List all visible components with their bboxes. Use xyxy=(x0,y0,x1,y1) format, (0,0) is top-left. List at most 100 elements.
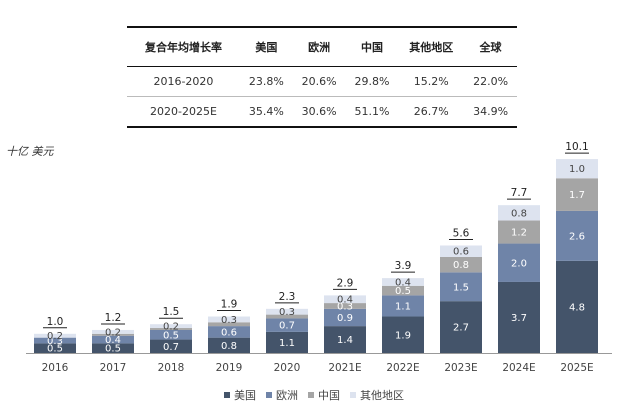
segment-label: 0.5 xyxy=(395,286,411,297)
cagr-cell: 34.9% xyxy=(464,96,517,128)
total-label: 7.7 xyxy=(511,187,528,199)
legend-swatch-us xyxy=(224,392,230,398)
segment-label: 2.7 xyxy=(453,323,469,334)
bar-segment xyxy=(150,324,192,329)
segment-label: 0.4 xyxy=(105,335,121,346)
total-label: 1.9 xyxy=(221,299,238,311)
bar-segment xyxy=(498,220,540,244)
bar-segment xyxy=(324,326,366,353)
chart-legend: 美国 欧洲 中国 其他地区 xyxy=(224,387,404,403)
bar-segment xyxy=(556,210,598,261)
cagr-cell: 29.8% xyxy=(345,66,399,97)
bar-segment xyxy=(150,339,192,353)
x-tick-label: 2023E xyxy=(444,362,477,374)
bar-segment xyxy=(382,278,424,286)
x-tick-label: 2022E xyxy=(386,362,419,374)
bar-segment xyxy=(208,316,250,323)
bar-segment xyxy=(324,308,366,327)
cagr-table: 复合年均增长率 美国 欧洲 中国 其他地区 全球 2016-2020 23.8%… xyxy=(127,26,517,128)
bar-segment xyxy=(556,159,598,179)
legend-label-other: 其他地区 xyxy=(360,389,404,402)
x-tick-label: 2016 xyxy=(42,362,69,374)
segment-label: 0.8 xyxy=(453,260,469,271)
bar-segment xyxy=(34,333,76,338)
segment-label: 1.7 xyxy=(569,190,585,201)
legend-swatch-europe xyxy=(266,392,272,398)
segment-label: 0.2 xyxy=(47,331,63,342)
unit-label: 十亿 美元 xyxy=(6,145,54,158)
legend-item-china: 中国 xyxy=(308,387,340,403)
segment-label: 1.4 xyxy=(337,335,353,346)
bar-segment xyxy=(92,329,134,334)
legend-label-europe: 欧洲 xyxy=(276,389,298,402)
bar-segment xyxy=(382,285,424,296)
x-tick-label: 2018 xyxy=(158,362,185,374)
cagr-cell: 35.4% xyxy=(239,96,293,128)
bar-segment xyxy=(556,178,598,211)
bar-segment xyxy=(34,337,76,344)
total-label: 1.0 xyxy=(47,316,64,328)
segment-label: 0.6 xyxy=(221,327,237,338)
x-tick-label: 2020 xyxy=(274,362,301,374)
cagr-cell: 15.2% xyxy=(398,66,465,97)
segment-label: 0.6 xyxy=(453,247,469,258)
segment-label: 0.2 xyxy=(163,322,179,333)
bar-segment xyxy=(208,337,250,353)
bar-segment xyxy=(440,301,482,353)
cagr-header-other: 其他地区 xyxy=(398,26,465,67)
x-tick-label: 2021E xyxy=(328,362,361,374)
segment-label: 0.5 xyxy=(163,330,179,341)
cagr-cell: 20.6% xyxy=(292,66,346,97)
segment-label: 1.5 xyxy=(453,282,469,293)
cagr-cell: 30.6% xyxy=(292,96,346,128)
cagr-cell: 2016-2020 xyxy=(127,66,240,97)
bar-segment xyxy=(324,303,366,309)
cagr-cell: 26.7% xyxy=(398,96,465,128)
bar-segment xyxy=(150,328,192,330)
cagr-cell: 51.1% xyxy=(345,96,399,128)
segment-label: 0.7 xyxy=(279,321,295,332)
cagr-header-china: 中国 xyxy=(345,26,399,67)
segment-label: 0.8 xyxy=(511,208,527,219)
total-label: 10.1 xyxy=(565,141,588,153)
segment-label: 0.3 xyxy=(337,301,353,312)
bar-segment xyxy=(498,243,540,282)
cagr-header-row: 复合年均增长率 美国 欧洲 中国 其他地区 全球 xyxy=(127,26,517,67)
bar-segment xyxy=(498,205,540,221)
bar-segment xyxy=(208,322,250,327)
cagr-cell: 23.8% xyxy=(239,66,293,97)
segment-label: 0.3 xyxy=(221,315,237,326)
bar-segment xyxy=(556,260,598,353)
x-tick-label: 2025E xyxy=(560,362,593,374)
legend-swatch-other xyxy=(350,392,356,398)
total-label: 1.5 xyxy=(163,306,180,318)
bar-segment xyxy=(440,257,482,273)
bar-segment xyxy=(440,245,482,257)
cagr-header-europe: 欧洲 xyxy=(292,26,346,67)
bar-segment xyxy=(92,343,134,353)
bar-segment xyxy=(92,333,134,336)
segment-label: 3.7 xyxy=(511,313,527,324)
segment-label: 0.3 xyxy=(279,307,295,318)
cagr-cell: 2020-2025E xyxy=(127,96,240,128)
x-tick-label: 2024E xyxy=(502,362,535,374)
total-label: 3.9 xyxy=(395,260,412,272)
segment-label: 0.9 xyxy=(337,313,353,324)
bar-segment xyxy=(150,329,192,340)
segment-label: 0.5 xyxy=(105,344,121,355)
total-label: 5.6 xyxy=(453,227,470,239)
total-label: 2.9 xyxy=(337,277,354,289)
segment-label: 0.4 xyxy=(337,295,353,306)
segment-label: 0.7 xyxy=(163,342,179,353)
total-label: 1.2 xyxy=(105,312,122,324)
segment-label: 0.5 xyxy=(47,344,63,355)
bar-segment xyxy=(266,318,308,332)
segment-label: 0.3 xyxy=(47,336,63,347)
segment-label: 0.2 xyxy=(105,327,121,338)
segment-label: 1.1 xyxy=(395,301,411,312)
bar-segment xyxy=(266,308,308,315)
cagr-row: 2016-2020 23.8% 20.6% 29.8% 15.2% 22.0% xyxy=(127,66,517,97)
x-tick-label: 2017 xyxy=(100,362,127,374)
segment-label: 1.9 xyxy=(395,330,411,341)
